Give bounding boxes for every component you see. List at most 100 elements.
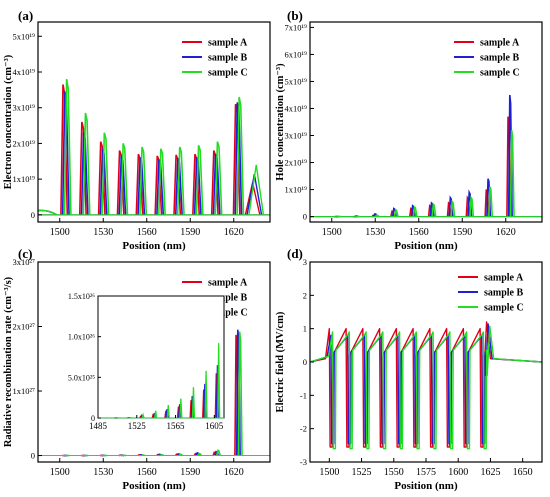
legend-label: sample B [484, 288, 524, 299]
inset-y-tick-label: 0 [91, 414, 95, 423]
plot-frame [37, 21, 271, 223]
y-tick-label: 3x10²⁷ [12, 257, 35, 267]
series-peak [375, 214, 380, 218]
legend-label: sample B [208, 53, 248, 64]
series-peak [176, 146, 185, 215]
series-peak [216, 449, 222, 456]
series-edge [38, 209, 58, 216]
x-tick-label: 1590 [180, 227, 200, 238]
y-tick-label: 2 [303, 290, 307, 300]
y-tick-label: 7x10¹⁹ [284, 22, 307, 32]
series-peak [82, 112, 91, 215]
legend-label: sample C [480, 68, 520, 79]
legend-label: sample A [208, 38, 248, 49]
legend-label: sample B [480, 53, 520, 64]
y-tick-label: 2x10¹⁹ [12, 138, 35, 148]
x-tick-label: 1550 [384, 467, 404, 478]
x-tick-label: 1625 [480, 467, 500, 478]
x-axis-label: Position (nm) [394, 240, 458, 252]
x-tick-label: 1620 [224, 227, 244, 238]
panel-d: 1500 1525 1550 1575 1600 1625 1650 -3 -2 -1 0 1 2 3 Po… [275, 246, 543, 492]
series-peak [509, 129, 515, 217]
y-tick-label: 1x10¹⁹ [284, 185, 307, 195]
inset-y-tick-label: 1.0x10²⁶ [68, 333, 95, 342]
y-axis-label: Electric field (MV/cm) [275, 311, 286, 412]
inset-peak [191, 387, 196, 419]
series-peak [139, 146, 148, 215]
series-peak [101, 132, 110, 215]
x-axis-label: Position (nm) [122, 240, 186, 252]
inset-peak [166, 404, 170, 419]
x-tick-label: 1620 [496, 227, 516, 238]
y-axis-label: Radiative recombination rate (cm⁻³/s) [3, 276, 14, 447]
series-peak [214, 141, 223, 215]
y-tick-label: 0 [31, 210, 35, 220]
inset-x-tick-label: 1605 [205, 421, 224, 431]
x-tick-label: 1600 [448, 467, 468, 478]
x-tick-label: 1500 [50, 467, 70, 478]
panel-label: (d) [287, 246, 303, 261]
series-peak [178, 453, 184, 457]
x-tick-label: 1650 [513, 467, 533, 478]
y-tick-label: -3 [300, 457, 307, 467]
x-tick-label: 1590 [452, 227, 472, 238]
legend: sample A sample B sample C [182, 38, 248, 79]
series-peak [469, 195, 475, 217]
series-peak [450, 199, 456, 217]
plot-frame [37, 261, 271, 463]
x-tick-label: 1575 [416, 467, 436, 478]
y-tick-label: 3x10¹⁹ [12, 103, 35, 113]
y-tick-label: 4x10¹⁹ [284, 103, 307, 113]
plot-area [310, 321, 542, 450]
legend: sample A sample B sample C [458, 273, 524, 314]
series-peak [120, 143, 129, 215]
series-peak [63, 79, 72, 215]
y-tick-label: 0 [303, 357, 307, 367]
inset-peak [141, 412, 145, 419]
series-edge [248, 164, 265, 215]
series-peak [487, 186, 494, 217]
panel-c: 1500 1530 1560 1590 1620 0 1x10²⁷ 2x10²⁷ 3x10²⁷ P… [3, 246, 271, 492]
inset-peak [204, 370, 208, 419]
series-field [310, 325, 542, 450]
series-peak [195, 144, 204, 215]
x-tick-label: 1500 [322, 227, 342, 238]
panel-label: (c) [18, 246, 32, 261]
legend-label: sample C [208, 308, 248, 319]
y-tick-label: 0 [303, 212, 307, 222]
y-axis-label: Hole concentration (cm⁻³) [275, 63, 286, 181]
plot-frame [309, 21, 543, 223]
legend-label: sample A [208, 278, 248, 289]
series-peak [61, 91, 70, 215]
x-axis-label: Position (nm) [394, 480, 458, 492]
inset-x-tick-label: 1565 [167, 421, 186, 431]
inset-peak [217, 343, 221, 419]
x-tick-label: 1560 [409, 227, 429, 238]
x-tick-label: 1560 [137, 467, 157, 478]
x-tick-label: 1500 [50, 227, 70, 238]
y-tick-label: 1 [303, 324, 307, 334]
plot-area [310, 94, 542, 218]
inset-plot [98, 343, 224, 419]
inset-peak [179, 398, 183, 419]
series-peak [431, 202, 437, 217]
series-peak [237, 331, 243, 456]
legend: sample A sample B sample C [454, 38, 520, 79]
x-tick-label: 1590 [180, 467, 200, 478]
x-axis-label: Position (nm) [122, 480, 186, 492]
inset-y-tick-label: 5.0x10²⁵ [68, 373, 95, 382]
series-peak [157, 148, 166, 215]
legend-label: sample B [208, 293, 248, 304]
inset: 1485 1525 1565 1605 0 5.0x10²⁵ 1.0x10²⁶ 1.5x10²… [68, 292, 225, 431]
x-tick-label: 1500 [319, 467, 339, 478]
y-tick-label: 2x10²⁷ [12, 322, 35, 332]
y-tick-label: 5x10¹⁹ [12, 31, 35, 41]
y-axis-label: Electron concentration (cm⁻³) [3, 54, 14, 189]
series-peak [197, 452, 203, 457]
y-tick-label: -1 [300, 390, 307, 400]
series-peak [236, 96, 245, 215]
x-tick-label: 1620 [224, 467, 244, 478]
y-tick-label: 0 [31, 451, 35, 461]
x-tick-label: 1530 [365, 227, 385, 238]
